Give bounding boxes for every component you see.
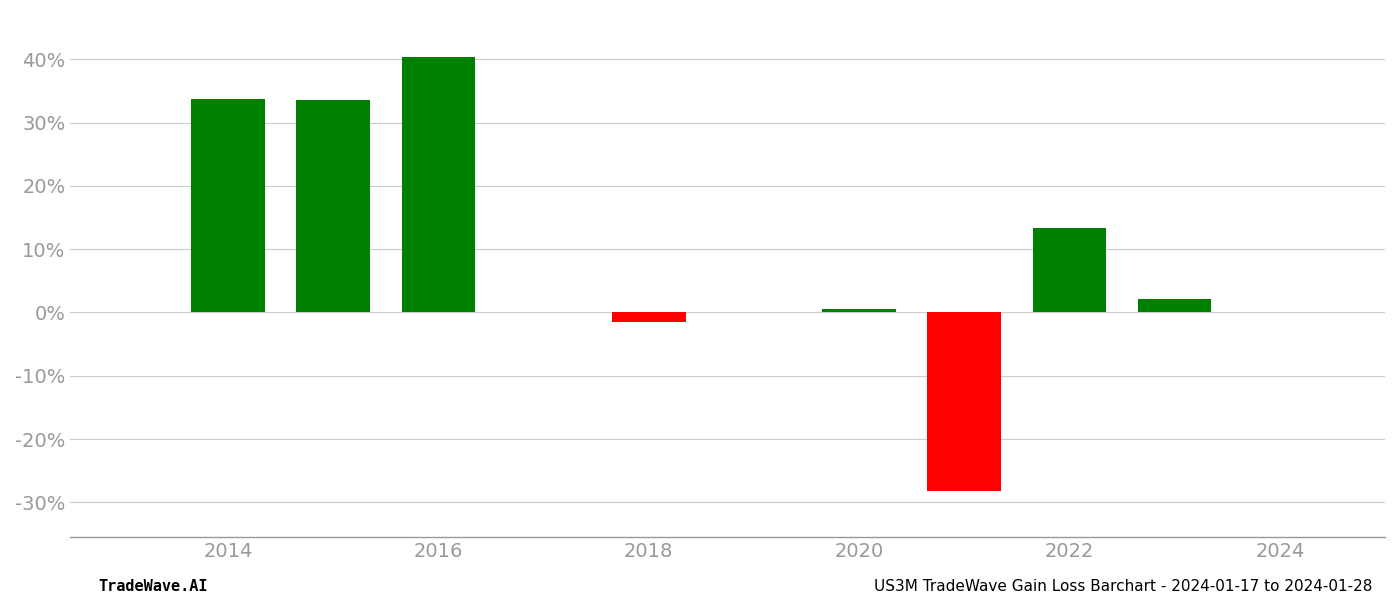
Bar	[402, 58, 475, 313]
Bar	[297, 100, 370, 313]
Bar	[1138, 299, 1211, 313]
Bar	[927, 313, 1001, 491]
Text: TradeWave.AI: TradeWave.AI	[98, 579, 207, 594]
Bar	[1033, 227, 1106, 313]
Bar	[612, 313, 686, 322]
Text: US3M TradeWave Gain Loss Barchart - 2024-01-17 to 2024-01-28: US3M TradeWave Gain Loss Barchart - 2024…	[874, 579, 1372, 594]
Bar	[822, 309, 896, 313]
Bar	[192, 98, 265, 313]
